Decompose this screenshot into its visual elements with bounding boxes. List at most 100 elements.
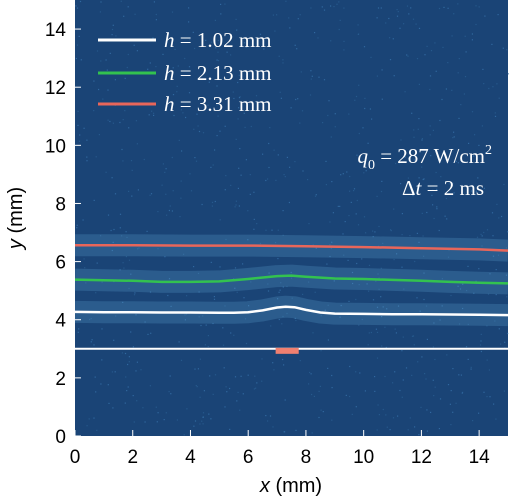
noise-speck <box>277 154 279 156</box>
noise-speck <box>374 390 376 392</box>
noise-speck <box>265 179 267 182</box>
noise-speck <box>495 294 497 296</box>
noise-speck <box>136 400 138 402</box>
noise-speck <box>203 390 205 392</box>
noise-speck <box>443 6 445 8</box>
noise-speck <box>93 199 95 201</box>
noise-speck <box>475 280 477 282</box>
noise-speck <box>136 50 138 52</box>
noise-speck <box>214 200 216 203</box>
noise-speck <box>310 70 312 72</box>
noise-speck <box>170 393 172 395</box>
noise-speck <box>299 14 301 16</box>
noise-speck <box>497 254 500 256</box>
noise-speck <box>169 205 171 207</box>
noise-speck <box>195 160 198 162</box>
noise-speck <box>343 40 345 42</box>
noise-speck <box>430 50 433 52</box>
noise-speck <box>338 1 340 3</box>
noise-speck <box>407 429 409 431</box>
noise-speck <box>400 139 402 141</box>
noise-speck <box>435 171 437 174</box>
noise-speck <box>422 235 424 237</box>
noise-speck <box>222 327 224 329</box>
noise-speck <box>495 269 497 271</box>
noise-speck <box>327 367 329 369</box>
tick-label-layer: 0 2 4 6 8 10 12 14 0 2 4 6 8 10 12 14 <box>45 20 490 468</box>
noise-speck <box>155 66 157 68</box>
noise-speck <box>196 113 198 115</box>
noise-speck <box>409 417 411 419</box>
noise-speck <box>127 386 129 388</box>
noise-speck <box>164 256 166 258</box>
noise-speck <box>224 189 226 191</box>
noise-speck <box>124 352 127 355</box>
noise-speck <box>480 350 482 353</box>
noise-speck <box>274 30 276 32</box>
noise-speck <box>185 116 187 119</box>
noise-speck <box>134 292 136 294</box>
noise-speck <box>95 156 97 158</box>
noise-speck <box>250 125 252 128</box>
noise-speck <box>400 183 402 185</box>
noise-speck <box>219 130 221 132</box>
noise-speck <box>467 358 469 360</box>
heat-flux-annotation: q0 = 287 W/cm2 <box>357 143 492 173</box>
noise-speck <box>328 100 330 102</box>
noise-speck <box>307 179 309 181</box>
noise-speck <box>403 23 405 25</box>
noise-speck <box>389 59 392 61</box>
noise-speck <box>152 37 154 39</box>
noise-speck <box>112 407 114 409</box>
noise-speck <box>363 216 366 218</box>
noise-speck <box>282 62 284 64</box>
noise-speck <box>269 415 272 417</box>
noise-speck <box>339 205 341 207</box>
noise-speck <box>436 206 438 208</box>
noise-speck <box>452 368 454 370</box>
noise-speck <box>380 296 382 298</box>
noise-speck <box>503 183 505 186</box>
noise-speck <box>425 305 428 307</box>
noise-speck <box>130 273 132 275</box>
noise-speck <box>434 386 436 388</box>
noise-speck <box>126 66 128 69</box>
noise-speck <box>163 419 165 421</box>
noise-speck <box>247 210 249 212</box>
noise-speck <box>489 396 491 398</box>
noise-speck <box>229 428 231 430</box>
noise-speck <box>290 277 293 279</box>
noise-speck <box>401 350 403 352</box>
noise-speck <box>498 97 500 99</box>
noise-speck <box>279 289 281 291</box>
noise-speck <box>378 225 380 228</box>
noise-speck <box>423 255 425 257</box>
noise-speck <box>492 86 494 88</box>
noise-speck <box>220 3 222 5</box>
noise-speck <box>208 81 210 83</box>
noise-speck <box>380 190 383 193</box>
noise-speck <box>183 253 185 255</box>
y-tick-label: 4 <box>55 311 66 332</box>
noise-speck <box>105 171 107 173</box>
noise-speck <box>213 298 216 300</box>
noise-speck <box>165 168 167 170</box>
noise-speck <box>126 236 128 238</box>
noise-speck <box>78 328 80 330</box>
legend-item: h = 2.13 mm <box>98 61 272 85</box>
noise-speck <box>99 11 101 13</box>
noise-speck <box>239 96 241 98</box>
noise-speck <box>131 169 133 171</box>
noise-speck <box>111 371 113 373</box>
noise-speck <box>432 129 434 131</box>
x-tick-label: 4 <box>185 447 196 468</box>
noise-speck <box>109 52 111 54</box>
noise-speck <box>349 190 351 192</box>
noise-speck <box>455 160 457 162</box>
noise-speck <box>135 370 137 372</box>
noise-speck <box>128 361 130 363</box>
noise-speck <box>325 184 327 186</box>
noise-texture <box>75 0 509 436</box>
noise-speck <box>147 333 149 335</box>
noise-speck <box>350 201 352 203</box>
